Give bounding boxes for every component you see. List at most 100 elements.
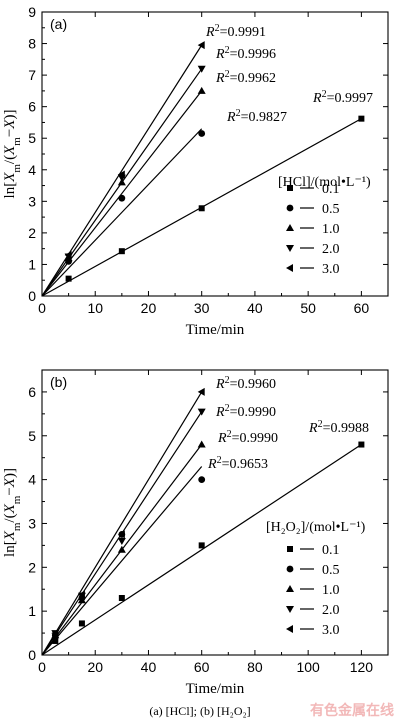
r2-label: R2=0.9997 bbox=[312, 89, 373, 107]
y-tick-label: 3 bbox=[28, 193, 36, 209]
data-point-0.1 bbox=[358, 115, 365, 122]
data-point-0.1 bbox=[65, 275, 72, 282]
watermark: 有色金属在线 bbox=[310, 703, 394, 719]
data-point-3.0 bbox=[117, 170, 125, 179]
y-tick-label: 0 bbox=[28, 288, 36, 304]
fit-line-1.0 bbox=[41, 90, 203, 297]
y-tick-label: 2 bbox=[28, 225, 36, 241]
x-tick-label: 60 bbox=[354, 300, 370, 316]
legend-marker-3.0 bbox=[286, 625, 293, 633]
x-axis-label: Time/min bbox=[186, 322, 245, 338]
legend-entry: 3.0 bbox=[322, 623, 340, 638]
x-tick-label: 40 bbox=[247, 300, 263, 316]
x-tick-label: 40 bbox=[141, 659, 157, 675]
data-point-0.1 bbox=[118, 595, 125, 601]
legend-entry: 2.0 bbox=[322, 603, 340, 618]
plot-frame bbox=[41, 369, 389, 656]
data-point-0.1 bbox=[198, 205, 205, 212]
fit-line-0.5 bbox=[41, 128, 203, 297]
r2-label: R2=0.9990 bbox=[215, 403, 276, 421]
x-tick-label: 20 bbox=[141, 300, 157, 316]
data-point-3.0 bbox=[197, 41, 205, 50]
legend-entry: 0.1 bbox=[322, 182, 340, 197]
chart-panel-b: 0 20 40 60 80 100 120 0 1 2 3 4 5 6 (b) Time/min ln[Xm/(… bbox=[2, 369, 389, 697]
r2-label: R2=0.9827 bbox=[226, 108, 287, 126]
x-tick-label: 0 bbox=[38, 659, 46, 675]
r2-label: R2=0.9996 bbox=[215, 45, 276, 63]
y-tick-label: 6 bbox=[28, 99, 36, 115]
y-tick-label: 4 bbox=[28, 472, 36, 488]
data-point-3.0 bbox=[64, 250, 72, 259]
x-tick-label: 120 bbox=[350, 659, 374, 675]
legend-title: [HCl]/(mol•L⁻¹) bbox=[278, 175, 371, 190]
y-tick-label: 0 bbox=[28, 647, 36, 663]
fit-line-3.0 bbox=[41, 44, 203, 297]
y-tick-label: 9 bbox=[28, 4, 36, 20]
fit-line-0.1 bbox=[41, 444, 362, 656]
data-point-0.1 bbox=[358, 441, 365, 448]
chart-figure: 0 10 20 30 40 50 600123456789(a)Time/minln[Xm/… bbox=[2, 4, 389, 697]
legend-entry: 2.0 bbox=[322, 242, 340, 257]
data-point-0.1 bbox=[78, 620, 85, 627]
y-tick-label: 8 bbox=[28, 36, 36, 52]
chart-panel-a: 0 10 20 30 40 50 60 0 1 2 3 4 5 6 7 8 9 (a) Time/min ln[Xm/… bbox=[2, 4, 389, 338]
data-point-0.5 bbox=[198, 476, 206, 484]
data-point-0.5 bbox=[198, 130, 206, 137]
fit-line-2.0 bbox=[41, 68, 203, 297]
legend-marker-1.0 bbox=[286, 224, 294, 231]
data-point-2.0 bbox=[117, 538, 126, 545]
legend-marker-0.5 bbox=[286, 565, 294, 573]
data-point-1.0 bbox=[197, 86, 206, 94]
legend-marker-0.1 bbox=[287, 185, 293, 191]
data-point-0.1 bbox=[52, 637, 59, 644]
y-tick-label: 5 bbox=[28, 130, 36, 146]
y-tick-label: 1 bbox=[28, 256, 36, 272]
data-point-2.0 bbox=[197, 65, 206, 73]
y-tick-label: 1 bbox=[28, 603, 36, 619]
figure-caption: (a) [HCl]; (b) [H₂O₂] bbox=[149, 704, 251, 718]
panel-label: (a) bbox=[50, 16, 67, 32]
y-tick-label: 4 bbox=[28, 162, 36, 178]
legend-marker-0.1 bbox=[287, 546, 293, 552]
r2-label: R2=0.9653 bbox=[207, 455, 268, 473]
panel-label: (b) bbox=[50, 374, 67, 390]
data-point-0.1 bbox=[198, 542, 205, 549]
x-tick-label: 50 bbox=[300, 300, 316, 316]
r2-label: R2=0.9990 bbox=[217, 429, 278, 447]
legend-marker-0.5 bbox=[286, 204, 294, 212]
data-point-1.0 bbox=[117, 545, 126, 553]
y-tick-label: 5 bbox=[28, 428, 36, 444]
x-tick-label: 10 bbox=[87, 300, 103, 316]
legend-entry: 1.0 bbox=[322, 583, 340, 598]
legend-entry: 1.0 bbox=[322, 222, 340, 237]
data-point-3.0 bbox=[51, 629, 59, 638]
r2-label: R2=0.9991 bbox=[205, 23, 266, 41]
data-point-0.1 bbox=[118, 248, 125, 255]
legend-entry: 0.5 bbox=[322, 563, 340, 578]
legend-marker-3.0 bbox=[286, 264, 293, 272]
data-point-3.0 bbox=[77, 590, 85, 599]
y-tick-label: 2 bbox=[28, 559, 36, 575]
fit-line-0.5 bbox=[41, 466, 203, 656]
legend-entry: 0.5 bbox=[322, 202, 340, 217]
x-tick-label: 0 bbox=[38, 300, 46, 316]
legend-entry: 3.0 bbox=[322, 262, 340, 277]
data-point-3.0 bbox=[197, 387, 205, 396]
y-axis-label: ln[Xm/(Xm−X)] bbox=[2, 110, 23, 199]
legend-marker-2.0 bbox=[286, 606, 294, 613]
r2-label: R2=0.9960 bbox=[215, 375, 276, 393]
legend-marker-1.0 bbox=[286, 585, 294, 592]
data-point-3.0 bbox=[117, 530, 125, 539]
x-tick-label: 100 bbox=[296, 659, 320, 675]
legend-marker-2.0 bbox=[286, 245, 294, 252]
y-axis-label: ln[Xm/(Xm−X)] bbox=[2, 468, 23, 557]
r2-label: R2=0.9988 bbox=[308, 419, 369, 437]
y-tick-label: 6 bbox=[28, 384, 36, 400]
x-tick-label: 60 bbox=[194, 659, 210, 675]
x-tick-label: 80 bbox=[247, 659, 263, 675]
fit-line-3.0 bbox=[41, 391, 203, 656]
legend-title: [H₂O₂]/(mol•L⁻¹) bbox=[266, 520, 366, 535]
r2-label: R2=0.9962 bbox=[215, 69, 276, 87]
data-point-2.0 bbox=[197, 408, 206, 416]
x-tick-label: 30 bbox=[194, 300, 210, 316]
